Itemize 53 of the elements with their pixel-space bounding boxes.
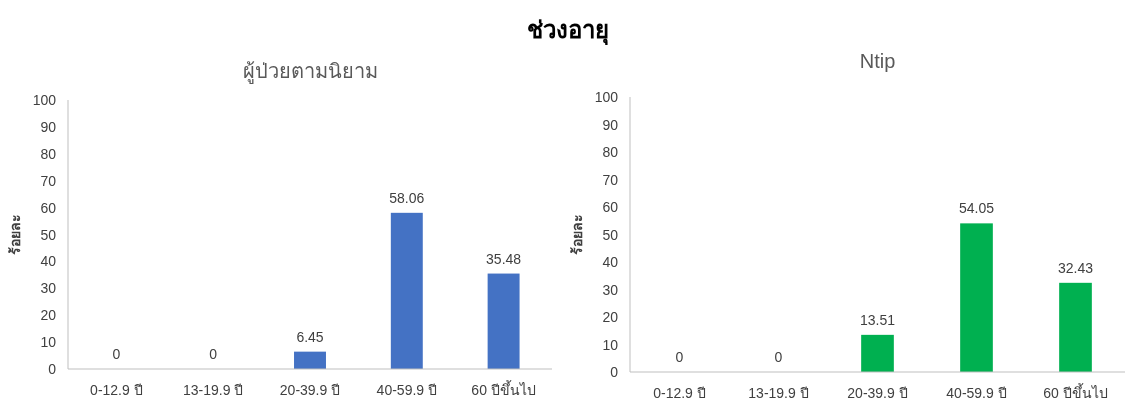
y-tick-label: 70 [602,171,619,188]
data-label: 6.45 [296,328,324,345]
x-tick-label: 13-19.9 ปี [183,382,244,398]
y-tick-label: 50 [602,226,619,243]
y-tick-label: 20 [40,307,57,324]
data-label: 0 [774,349,783,365]
y-tick-label: 80 [602,144,619,160]
y-tick-label: 0 [48,361,57,377]
bar [861,334,894,372]
y-tick-label: 30 [602,281,619,298]
y-axis-title: ร้อยละ [7,214,23,255]
x-tick-label: 20-39.9 ปี [847,385,908,401]
bar [294,351,326,369]
y-tick-label: 40 [40,253,57,270]
data-label: 0 [209,346,218,362]
y-tick-label: 50 [40,226,57,243]
y-tick-label: 60 [602,199,619,215]
x-tick-label: 40-59.9 ปี [946,385,1007,401]
chart-subtitle: ผู้ป่วยตามนิยาม [242,60,378,84]
bar [960,223,993,372]
data-label: 54.05 [958,200,995,217]
x-tick-label: 60 ปีขึ้นไป [1043,383,1108,401]
data-label: 13.51 [859,311,896,328]
y-tick-label: 20 [602,309,619,325]
chart-title: Ntip [859,50,896,72]
y-axis-title: ร้อยละ [569,214,585,255]
x-tick-label: 13-19.9 ปี [748,385,809,401]
bar [390,212,423,369]
x-tick-label: 20-39.9 ปี [279,382,341,398]
bar [1059,282,1092,372]
y-tick-label: 10 [602,336,619,353]
y-tick-label: 10 [40,334,57,351]
x-tick-label: 0-12.9 ปี [653,385,706,401]
chart-title: ช่วงอายุ [527,16,609,46]
data-label: 0 [112,346,121,362]
y-tick-label: 80 [40,145,57,162]
y-tick-label: 0 [610,364,619,380]
y-tick-label: 100 [594,89,619,105]
y-tick-label: 90 [40,118,57,135]
x-tick-label: 40-59.9 ปี [376,382,437,398]
x-tick-label: 60 ปีขึ้นไป [471,380,536,398]
data-label: 35.48 [486,250,522,267]
y-tick-label: 70 [40,172,57,189]
y-tick-label: 100 [32,92,57,108]
y-tick-label: 60 [40,199,57,216]
y-tick-label: 40 [602,254,619,270]
x-tick-label: 0-12.9 ปี [90,382,143,398]
data-label: 32.43 [1057,259,1094,276]
bar [487,273,520,369]
y-tick-label: 90 [602,116,619,133]
data-label: 58.06 [389,189,425,206]
data-label: 0 [675,349,684,365]
y-tick-label: 30 [40,280,57,297]
